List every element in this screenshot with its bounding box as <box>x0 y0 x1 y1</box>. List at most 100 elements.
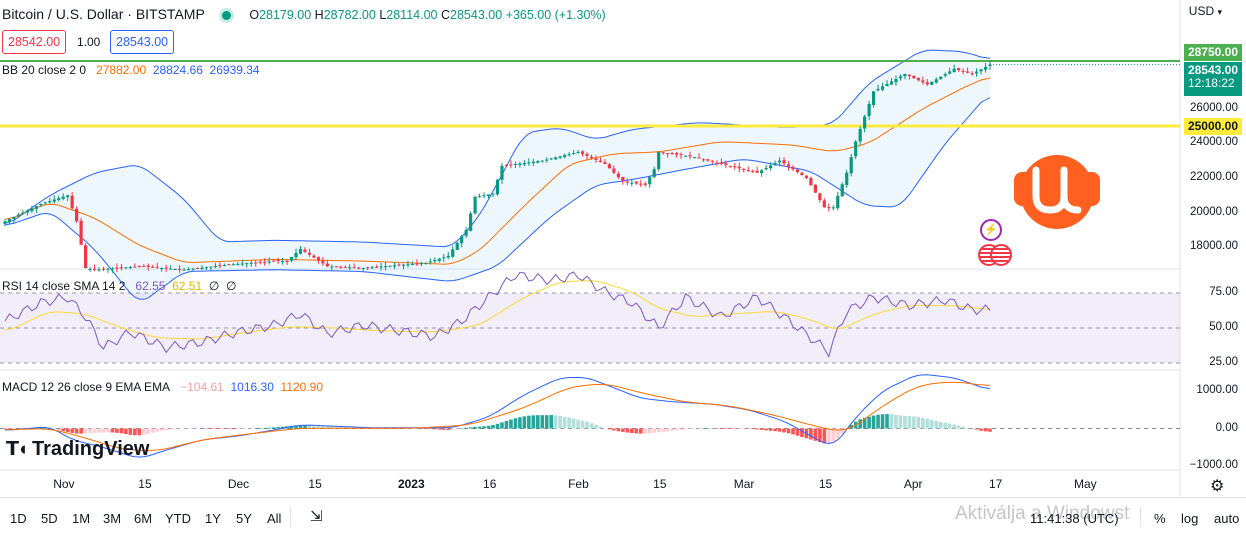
ask-button[interactable]: 28543.00 <box>110 30 175 54</box>
macd-hist-bar <box>764 428 768 431</box>
percent-toggle[interactable]: % <box>1154 511 1166 526</box>
candle-body <box>75 208 79 222</box>
currency-selector[interactable]: USD ▾ <box>1189 4 1222 18</box>
lightning-icon[interactable]: ⚡ <box>980 219 1002 241</box>
range-button-5d[interactable]: 5D <box>41 511 58 526</box>
candle <box>934 77 938 84</box>
candle <box>894 75 898 86</box>
candle <box>822 198 826 208</box>
candle <box>339 265 343 269</box>
macd-hist-bar <box>200 428 204 430</box>
candle <box>925 78 929 86</box>
candle <box>871 90 876 108</box>
candle-body <box>433 260 437 262</box>
candle-body <box>504 165 509 167</box>
candle-body <box>545 159 549 161</box>
events-flags-icon[interactable] <box>978 244 1012 266</box>
candle <box>160 267 164 272</box>
log-toggle[interactable]: log <box>1181 511 1199 526</box>
bb-basis: 27882.00 <box>96 63 147 77</box>
candle <box>92 264 97 272</box>
candle <box>697 153 701 159</box>
candle-body <box>254 262 258 264</box>
rsi-legend[interactable]: RSI 14 close SMA 14 2 62.55 62.51 ∅ ∅ <box>2 279 236 293</box>
macd-hist-bar <box>459 428 464 430</box>
macd-hist-bar <box>477 426 482 429</box>
candle <box>298 246 303 255</box>
candle <box>195 267 200 270</box>
candle-body <box>916 77 920 81</box>
range-button-1y[interactable]: 1Y <box>205 511 221 526</box>
auto-toggle[interactable]: auto <box>1214 511 1240 526</box>
macd-hist-bar <box>871 415 876 429</box>
macd-hist-bar <box>544 415 549 429</box>
macd-hist-bar <box>3 428 7 430</box>
macd-legend[interactable]: MACD 12 26 close 9 EMA EMA −104.61 1016.… <box>2 380 323 394</box>
macd-hist-bar <box>70 428 74 434</box>
macd-hist-bar <box>262 428 267 429</box>
macd-hist-bar <box>509 419 513 429</box>
date-range-calendar-icon[interactable]: ⇲ <box>310 508 323 525</box>
candle <box>406 260 410 268</box>
macd-hist-bar <box>83 428 88 434</box>
range-button-6m[interactable]: 6M <box>134 511 153 526</box>
low-label: L <box>379 8 387 22</box>
symbol-title[interactable]: Bitcoin / U.S. Dollar · BITSTAMP <box>2 6 205 22</box>
macd-hist-bar <box>929 420 934 429</box>
range-button-1m[interactable]: 1M <box>72 511 91 526</box>
candle <box>916 77 920 82</box>
macd-hist-bar <box>603 428 607 429</box>
candle <box>473 195 477 215</box>
candle-body <box>948 71 952 74</box>
macd-hist-bar <box>464 427 468 429</box>
macd-hist-bar <box>12 428 16 430</box>
candle <box>415 259 419 267</box>
candle-body <box>531 161 535 164</box>
range-button-ytd[interactable]: YTD <box>165 511 191 526</box>
range-button-3m[interactable]: 3M <box>103 511 122 526</box>
exchange-logo-icon <box>1014 155 1100 229</box>
candle <box>777 157 782 166</box>
candle <box>460 234 464 248</box>
open-value: 28179.00 <box>259 8 312 22</box>
tradingview-logo[interactable]: 𝗧◖ TradingView <box>6 438 149 461</box>
candle-body <box>854 141 858 157</box>
macd-hist-bar <box>307 425 312 429</box>
candle <box>61 193 65 201</box>
bid-button[interactable]: 28542.00 <box>2 30 67 54</box>
macd-hist-bar <box>979 428 983 431</box>
candle <box>782 157 786 167</box>
clock[interactable]: 11:41:38 (UTC) <box>1030 511 1119 526</box>
macd-hist-bar <box>638 428 643 434</box>
candle <box>867 100 871 121</box>
range-button-all[interactable]: All <box>267 511 282 526</box>
macd-hist-bar <box>809 428 813 440</box>
range-button-5y[interactable]: 5Y <box>236 511 252 526</box>
candle-body <box>200 267 204 270</box>
candle <box>621 176 625 185</box>
candle-body <box>173 269 177 271</box>
candle <box>83 243 88 269</box>
candle <box>630 178 634 187</box>
macd-hist-bar <box>898 415 903 429</box>
macd-hist-bar <box>576 419 580 429</box>
macd-hist-bar <box>724 428 728 430</box>
candle <box>401 263 406 270</box>
bb-legend[interactable]: BB 20 close 2 0 27882.00 28824.66 26939.… <box>2 63 260 77</box>
candle-body <box>442 257 446 259</box>
candle-body <box>536 161 540 163</box>
macd-hist-bar <box>688 428 692 430</box>
candle <box>231 262 235 266</box>
range-button-1d[interactable]: 1D <box>10 511 27 526</box>
rsi-line <box>4 271 991 358</box>
candle <box>643 181 647 187</box>
macd-hist-bar <box>746 428 751 430</box>
candle-body <box>415 263 419 265</box>
candle <box>558 155 562 160</box>
candle <box>755 166 759 173</box>
spread-value: 1.00 <box>77 35 101 49</box>
candle-body <box>7 219 12 223</box>
settings-gear-icon[interactable]: ⚙ <box>1210 478 1225 495</box>
candle <box>204 266 209 270</box>
